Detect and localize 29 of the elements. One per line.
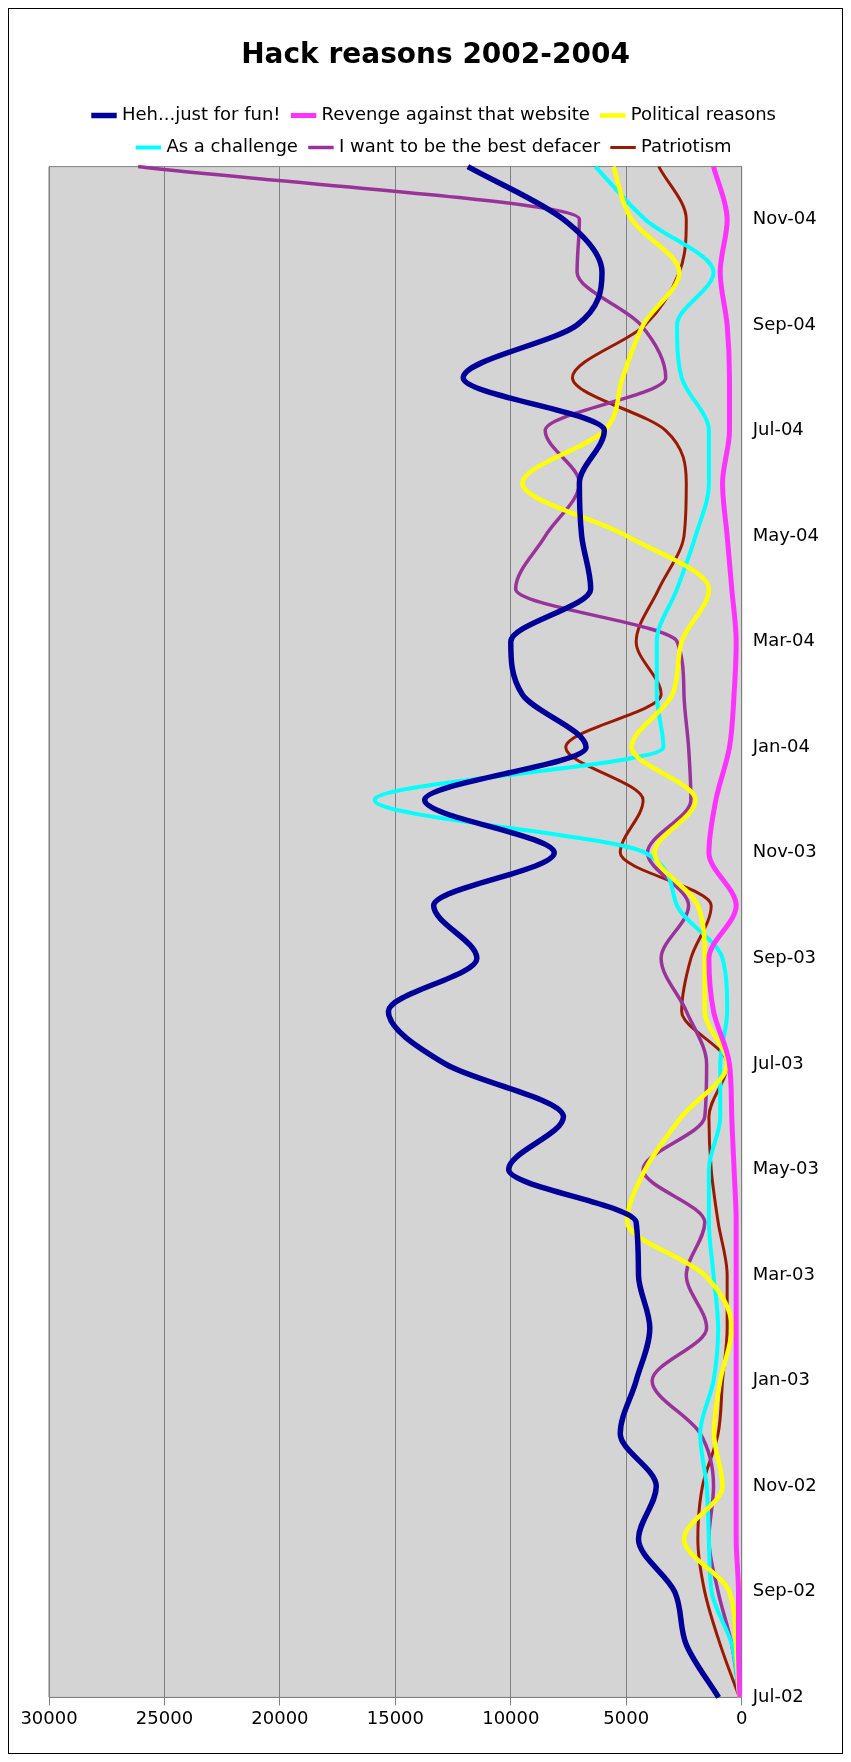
x-tick-label: 30000 (20, 1706, 78, 1728)
legend-label: Political reasons (630, 103, 777, 125)
y-tick-label: Nov-02 (752, 1473, 817, 1495)
y-tick-label: Nov-04 (752, 207, 817, 229)
y-tick-label: Sep-02 (752, 1579, 817, 1601)
y-tick-label: May-04 (752, 523, 819, 545)
chart-title: Hack reasons 2002-2004 (241, 37, 630, 71)
x-tick-label: 15000 (366, 1706, 424, 1728)
y-tick-label: Sep-04 (752, 312, 817, 334)
x-tick-label: 25000 (135, 1706, 194, 1728)
legend-label: Revenge against that website (321, 103, 590, 125)
y-tick-label: Jan-04 (751, 734, 810, 756)
x-tick-label: 5000 (603, 1706, 650, 1728)
y-tick-label: Jan-03 (751, 1368, 810, 1390)
x-tick-label: 20000 (251, 1706, 309, 1728)
x-tick-label: 0 (735, 1706, 748, 1728)
legend-label: As a challenge (166, 135, 298, 157)
y-tick-label: Mar-04 (752, 629, 815, 651)
y-tick-label: May-03 (752, 1157, 819, 1179)
y-tick-label: Nov-03 (752, 840, 817, 862)
y-tick-label: Mar-03 (752, 1262, 815, 1284)
y-tick-label: Sep-03 (752, 946, 817, 968)
x-tick-label: 10000 (482, 1706, 540, 1728)
y-tick-label: Jul-04 (751, 418, 804, 440)
legend-label: Patriotism (641, 135, 732, 157)
legend-label: Heh...just for fun! (122, 103, 281, 125)
y-tick-label: Jul-03 (751, 1051, 804, 1073)
legend-label: I want to be the best defacer (338, 135, 601, 157)
y-tick-label: Jul-02 (751, 1685, 804, 1707)
